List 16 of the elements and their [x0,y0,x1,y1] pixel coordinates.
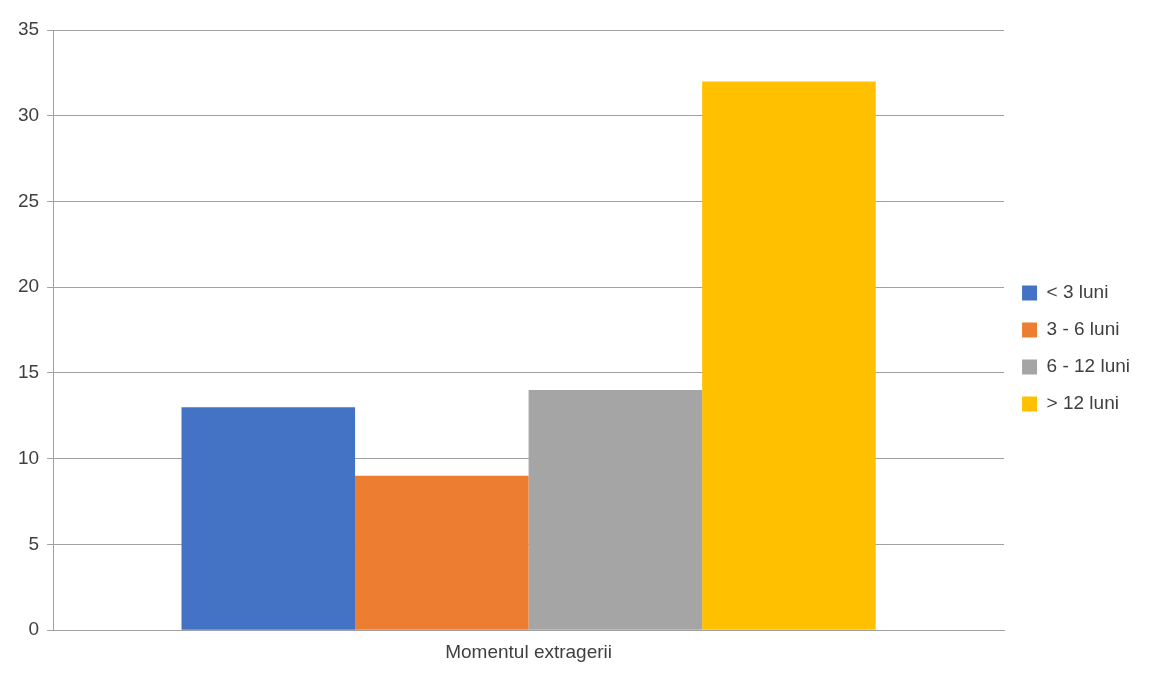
y-tick-label: 25 [17,189,40,211]
y-tick-label: 20 [17,275,40,297]
bar [355,475,529,630]
legend-label: 3 - 6 luni [1046,318,1120,340]
y-tick-label: 15 [17,361,40,383]
legend-label: 6 - 12 luni [1046,355,1131,377]
bar [181,407,356,630]
y-tick-label: 0 [28,618,40,640]
legend-label: < 3 luni [1046,281,1109,303]
y-tick-label: 5 [28,532,40,554]
legend-label: > 12 luni [1046,392,1119,414]
y-tick-label: 30 [17,103,40,125]
x-tick-label: Momentul extragerii [445,640,613,662]
y-tick-label: 35 [17,18,40,40]
y-tick-label: 10 [17,446,40,468]
bar [702,81,876,630]
